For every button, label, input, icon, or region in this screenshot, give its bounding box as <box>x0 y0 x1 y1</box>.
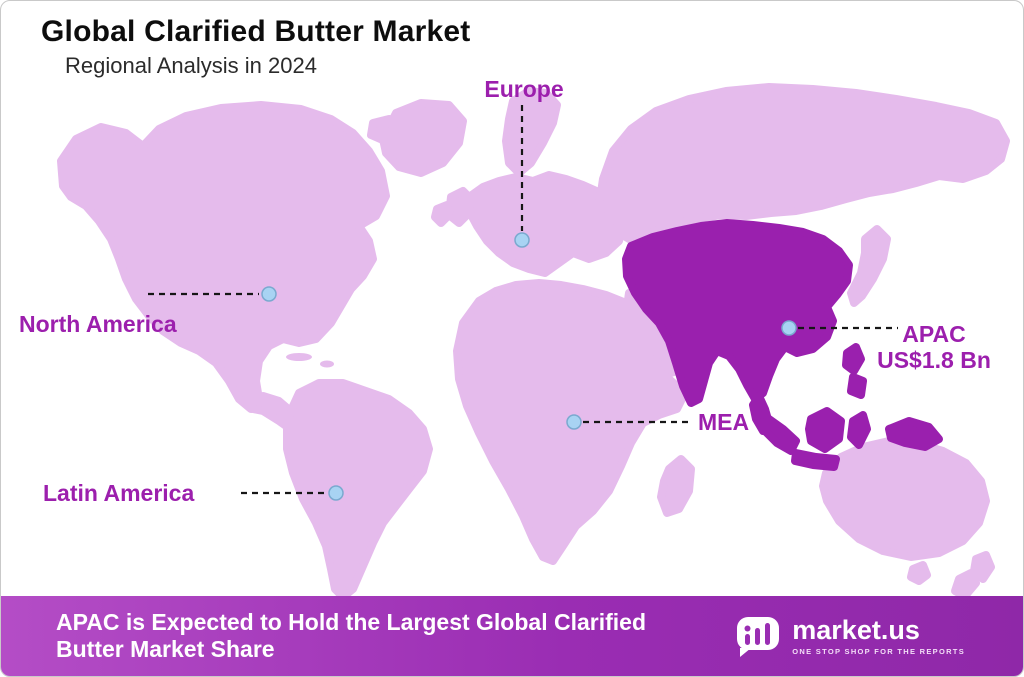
connector-lines <box>148 105 898 495</box>
marker-europe-icon <box>514 232 530 248</box>
island-sumatra <box>761 415 800 455</box>
banner-headline: APAC is Expected to Hold the Largest Glo… <box>56 609 646 663</box>
region-label-apac: APAC US$1.8 Bn <box>869 321 999 373</box>
island-borneo <box>805 407 845 453</box>
header: Global Clarified Butter Market Regional … <box>41 15 470 79</box>
brand-name: market.us <box>792 615 920 645</box>
island-sulawesi <box>847 411 871 449</box>
island-great-britain <box>445 187 475 227</box>
island-hispaniola <box>320 360 334 368</box>
continent-north-america <box>57 101 390 413</box>
scandinavia <box>502 87 561 177</box>
marker-north-america-icon <box>261 286 277 302</box>
island-java <box>791 449 840 471</box>
brand-text: market.us ONE STOP SHOP FOR THE REPORTS <box>792 616 965 656</box>
region-label-north-america: North America <box>19 311 177 337</box>
russia-north-asia <box>595 83 1010 243</box>
marker-apac-icon <box>781 320 797 336</box>
brand-tagline: ONE STOP SHOP FOR THE REPORTS <box>792 647 965 656</box>
island-iceland <box>367 115 399 145</box>
continent-australia <box>819 437 990 561</box>
region-label-europe: Europe <box>484 76 564 102</box>
land-light-group <box>57 83 1010 601</box>
island-japan <box>847 225 891 307</box>
island-madagascar <box>657 455 695 517</box>
land-dark-apac-group <box>622 219 943 471</box>
banner-headline-line2: Butter Market Share <box>56 636 275 662</box>
island-new-zealand-north <box>970 551 995 583</box>
region-label-apac-name: APAC <box>902 321 966 347</box>
island-philippines-south <box>847 373 867 399</box>
map-markers <box>261 232 797 501</box>
page-subtitle: Regional Analysis in 2024 <box>65 53 317 78</box>
region-label-mea: MEA <box>698 409 750 435</box>
island-new-zealand-south <box>951 569 980 600</box>
region-value-apac: US$1.8 Bn <box>877 347 991 373</box>
island-ireland <box>431 201 453 227</box>
marker-mea-icon <box>566 414 582 430</box>
footer-banner: APAC is Expected to Hold the Largest Glo… <box>1 596 1023 676</box>
page-title: Global Clarified Butter Market <box>41 15 471 48</box>
continent-europe <box>465 171 627 277</box>
brand-block: market.us ONE STOP SHOP FOR THE REPORTS <box>735 615 965 657</box>
island-philippines-north <box>842 343 865 375</box>
marker-latin-america-icon <box>328 485 344 501</box>
marketus-logo-icon <box>737 617 780 657</box>
island-new-guinea <box>885 417 943 451</box>
continent-south-america <box>283 379 433 601</box>
island-cuba <box>286 353 312 361</box>
region-label-latin-america: Latin America <box>43 480 195 506</box>
continent-greenland <box>379 99 467 177</box>
apac-mainland <box>622 219 853 407</box>
island-tasmania <box>907 561 931 585</box>
banner-headline-line1: APAC is Expected to Hold the Largest Glo… <box>56 609 647 635</box>
